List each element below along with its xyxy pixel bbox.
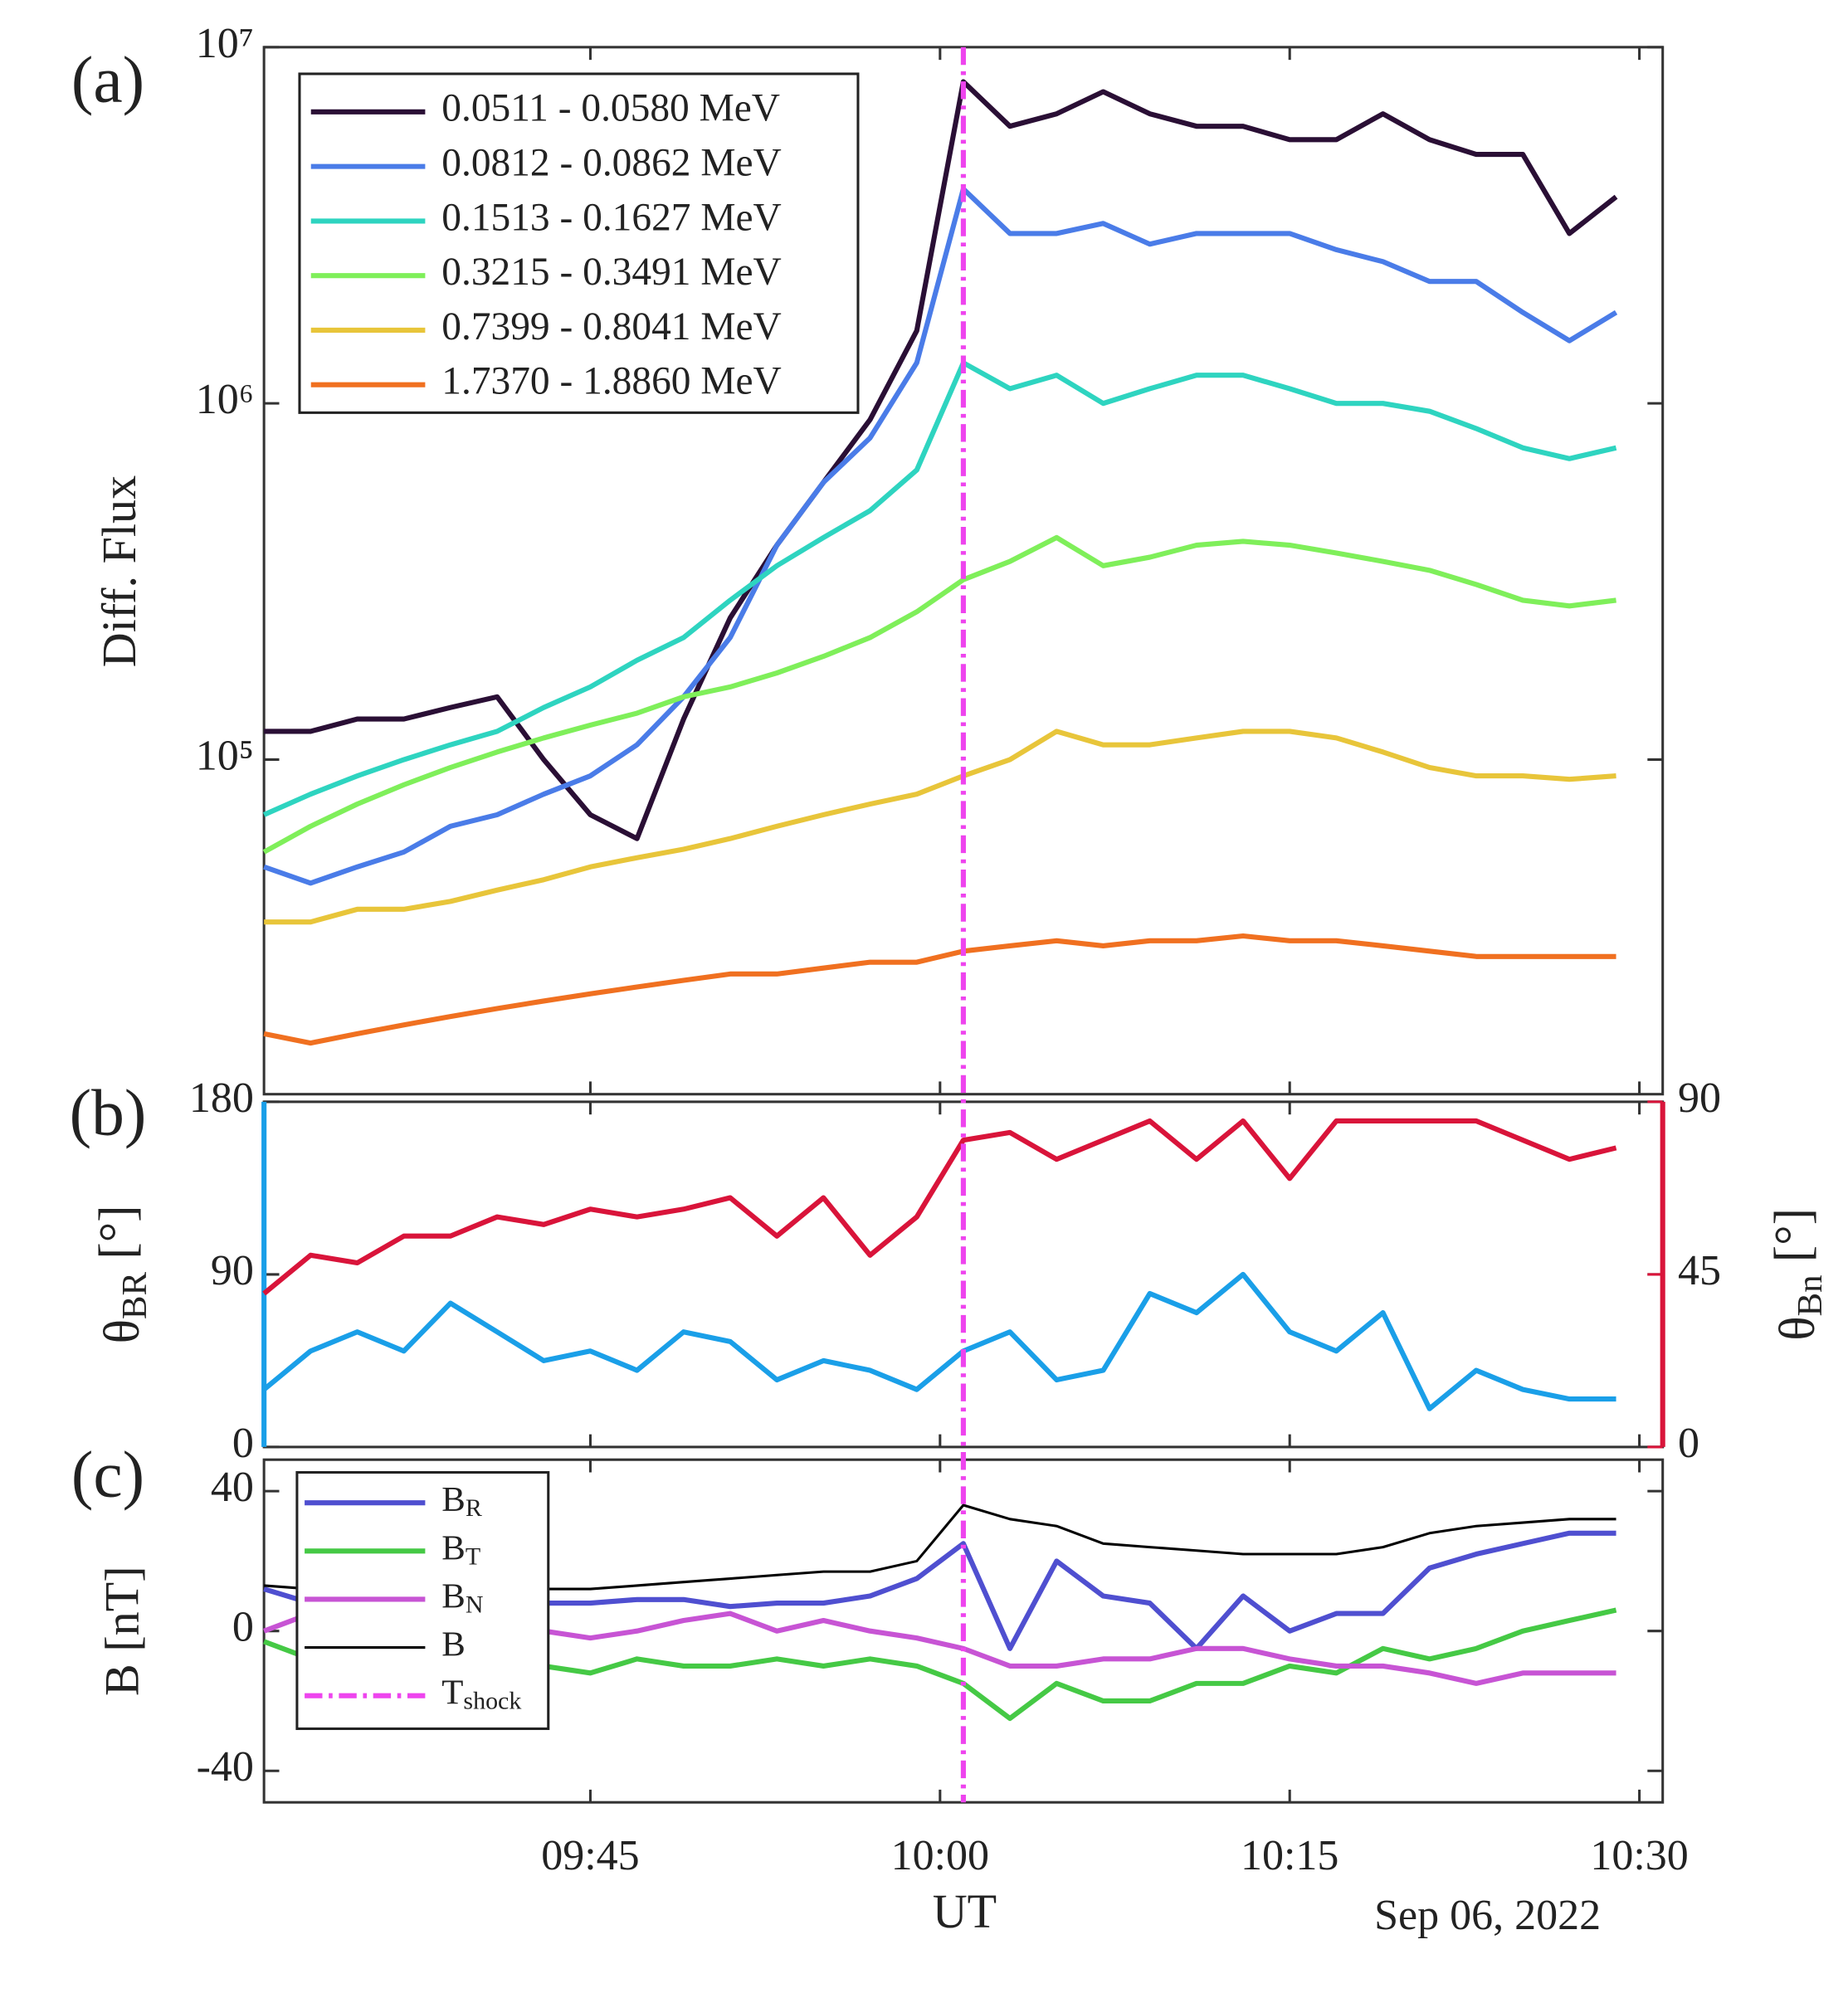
- series-line: [263, 933, 1616, 1046]
- y-axis-label: θBR [°]: [89, 1205, 154, 1343]
- y-tick-label: 90: [211, 1247, 254, 1294]
- legend-label: 0.7399 - 0.8041 MeV: [441, 305, 782, 348]
- y2-tick-label: 0: [1678, 1420, 1699, 1467]
- y-tick-label: 0: [232, 1420, 254, 1467]
- series-line: [264, 729, 1616, 925]
- x-tick-label: 10:30: [1590, 1832, 1688, 1879]
- legend-label: BN: [441, 1576, 483, 1618]
- series-line: [262, 360, 1617, 817]
- y-tick-label: -40: [197, 1743, 254, 1791]
- legend-label-part: T: [441, 1674, 463, 1713]
- legend-label: 0.1513 - 0.1627 MeV: [441, 196, 782, 239]
- legend-label-part: T: [466, 1542, 480, 1570]
- y2-tick-label: 90: [1678, 1075, 1721, 1122]
- y2-axis-label-part: [°]: [1764, 1208, 1821, 1275]
- legend-label: 0.3215 - 0.3491 MeV: [441, 251, 782, 294]
- series-line: [262, 1118, 1617, 1296]
- y-tick-label: 10⁶: [196, 376, 254, 423]
- x-tick-label: 09:45: [541, 1832, 639, 1879]
- y-axis-label-part: θ: [94, 1319, 150, 1343]
- x-tick-label: 10:15: [1241, 1832, 1338, 1879]
- date-annotation: Sep 06, 2022: [1374, 1892, 1601, 1939]
- series-line: [264, 79, 1618, 841]
- legend-label-part: B: [441, 1625, 466, 1664]
- legend-label-part: B: [441, 1480, 466, 1519]
- y-tick-label: 10⁵: [196, 732, 254, 779]
- legend-label: 0.0812 - 0.0862 MeV: [441, 142, 782, 185]
- y2-tick-label: 45: [1678, 1247, 1721, 1294]
- legend-label: 1.7370 - 1.8860 MeV: [441, 360, 782, 403]
- y2-axis-label-part: Bn: [1791, 1275, 1830, 1317]
- series-line: [262, 1271, 1616, 1411]
- legend-box: [298, 72, 860, 414]
- legend-label: BR: [441, 1480, 482, 1522]
- legend-label: 0.0511 - 0.0580 MeV: [441, 87, 780, 130]
- y2-axis-label: θBn [°]: [1764, 1208, 1829, 1341]
- y-tick-label: 0: [232, 1604, 254, 1651]
- legend-label: BT: [441, 1528, 480, 1570]
- legend-label: B: [441, 1625, 466, 1664]
- series-line: [263, 186, 1618, 886]
- legend-label-part: B: [441, 1528, 466, 1567]
- y-axis-label: Diff. Flux: [92, 475, 146, 667]
- y-tick-label: 40: [211, 1464, 254, 1511]
- panel-label: (b): [70, 1077, 147, 1150]
- y-tick-label: 10⁷: [196, 20, 254, 67]
- legend-label-part: N: [466, 1591, 484, 1618]
- series-line: [262, 534, 1616, 855]
- legend-label-part: R: [466, 1494, 482, 1522]
- x-axis-label: UT: [933, 1884, 997, 1938]
- y-axis-label: B [nT]: [95, 1566, 149, 1696]
- y-axis-label-part: BR: [115, 1272, 154, 1320]
- legend-label-part: B: [441, 1576, 466, 1615]
- legend-label-part: shock: [463, 1688, 521, 1715]
- legend-label: Tshock: [441, 1674, 521, 1715]
- panel-label: (a): [71, 44, 144, 117]
- y2-axis-label-part: θ: [1769, 1316, 1826, 1340]
- y-tick-label: 180: [189, 1075, 254, 1122]
- y-axis-label-part: [°]: [89, 1205, 145, 1271]
- panel-label: (c): [71, 1438, 144, 1511]
- x-tick-label: 10:00: [891, 1832, 989, 1879]
